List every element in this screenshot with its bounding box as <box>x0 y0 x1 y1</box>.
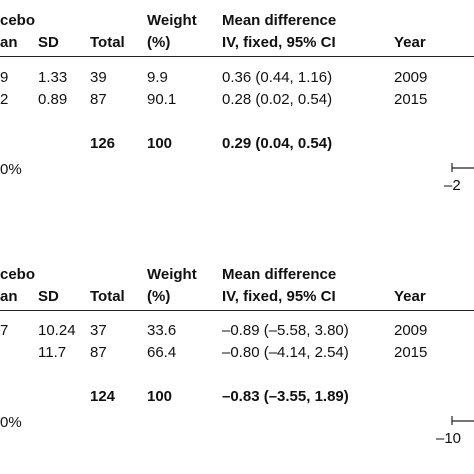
total-weight: 100 <box>147 135 173 152</box>
header-rule <box>0 310 474 311</box>
col-header-total: Total <box>90 34 125 51</box>
col-header-method: IV, fixed, 95% CI <box>222 288 336 305</box>
heterogeneity-text: 0% <box>0 414 22 431</box>
row-weight: 66.4 <box>147 344 177 361</box>
row-year: 2009 <box>394 322 428 339</box>
col-header-method: IV, fixed, 95% CI <box>222 34 336 51</box>
col-header-mean: an <box>0 288 18 305</box>
row-total: 39 <box>90 69 107 86</box>
row-weight: 33.6 <box>147 322 177 339</box>
row-sd: 11.7 <box>38 344 67 361</box>
col-header-weight-unit: (%) <box>147 34 171 51</box>
row-mean: 9 <box>0 69 9 86</box>
group-label: cebo <box>0 266 36 283</box>
row-sd: 10.24 <box>38 322 76 339</box>
row-mean-difference: –0.80 (–4.14, 2.54) <box>222 344 349 361</box>
col-header-sd: SD <box>38 34 59 51</box>
row-mean-difference: 0.28 (0.02, 0.54) <box>222 91 333 108</box>
col-header-mean-difference: Mean difference <box>222 266 337 283</box>
total-weight: 100 <box>147 388 173 405</box>
heterogeneity-text: 0% <box>0 161 22 178</box>
row-mean: 7 <box>0 322 9 339</box>
row-weight: 9.9 <box>147 69 168 86</box>
col-header-year: Year <box>394 34 426 51</box>
row-mean: 2 <box>0 91 9 108</box>
row-sd: 0.89 <box>38 91 68 108</box>
col-header-weight: Weight <box>147 266 197 283</box>
axis-tick-label: –10 <box>436 430 462 447</box>
row-sd: 1.33 <box>38 69 68 86</box>
row-mean-difference: –0.89 (–5.58, 3.80) <box>222 322 349 339</box>
row-mean-difference: 0.36 (0.44, 1.16) <box>222 69 333 86</box>
col-header-weight: Weight <box>147 12 197 29</box>
col-header-sd: SD <box>38 288 59 305</box>
total-count: 124 <box>90 388 116 405</box>
group-label: cebo <box>0 12 36 29</box>
total-count: 126 <box>90 135 116 152</box>
col-header-total: Total <box>90 288 125 305</box>
total-mean-difference: 0.29 (0.04, 0.54) <box>222 135 333 152</box>
row-weight: 90.1 <box>147 91 177 108</box>
row-year: 2015 <box>394 344 428 361</box>
total-mean-difference: –0.83 (–3.55, 1.89) <box>222 388 349 405</box>
row-total: 87 <box>90 91 107 108</box>
col-header-mean-difference: Mean difference <box>222 12 337 29</box>
axis-tick-label: –2 <box>444 177 461 194</box>
row-year: 2009 <box>394 69 428 86</box>
header-rule <box>0 56 474 57</box>
row-total: 37 <box>90 322 107 339</box>
row-total: 87 <box>90 344 107 361</box>
row-year: 2015 <box>394 91 428 108</box>
col-header-year: Year <box>394 288 426 305</box>
col-header-mean: an <box>0 34 18 51</box>
col-header-weight-unit: (%) <box>147 288 171 305</box>
